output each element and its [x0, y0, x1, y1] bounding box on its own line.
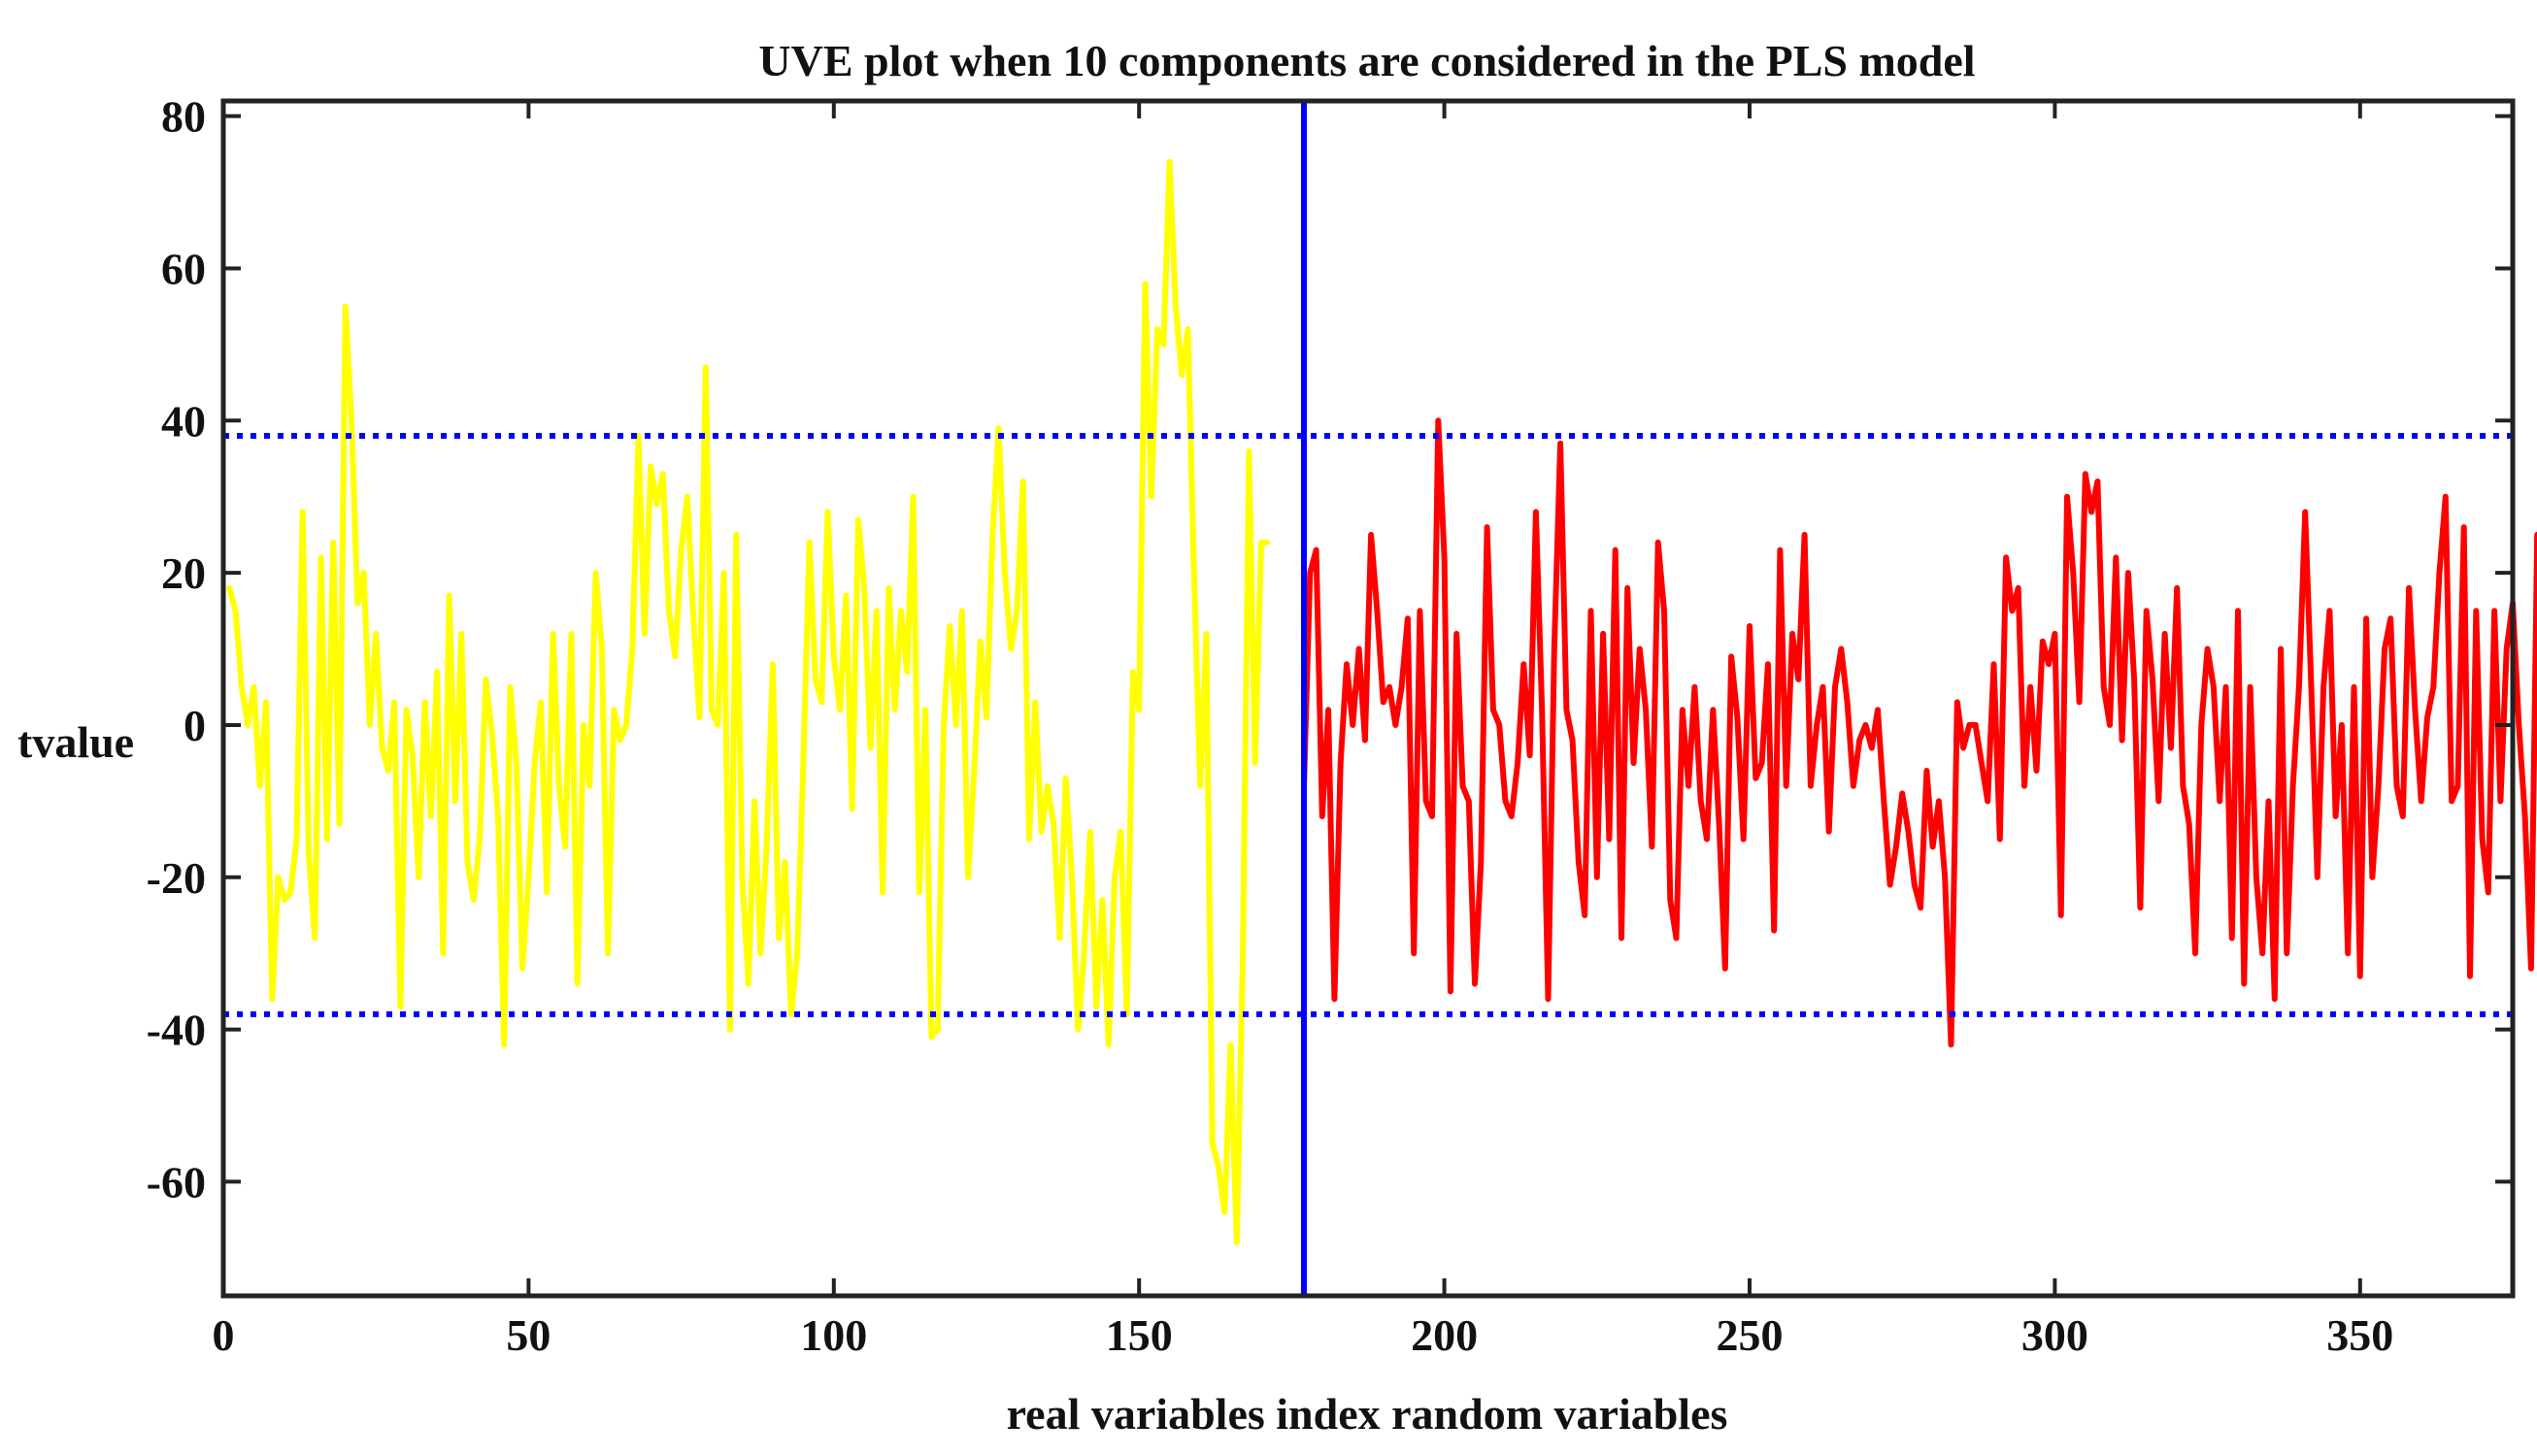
axes-frame	[220, 98, 2516, 1299]
x-tick-label: 350	[2326, 1310, 2393, 1360]
x-tick-label: 250	[1717, 1310, 1784, 1360]
y-axis-label: tvalue	[17, 717, 134, 767]
y-tick-label: 40	[161, 396, 206, 446]
random-variables-line	[1301, 417, 2537, 1048]
real-variables-line	[226, 158, 1271, 1246]
y-tick-label: 60	[161, 244, 206, 293]
x-tick-label: 300	[2021, 1310, 2088, 1360]
y-tick-label: 80	[161, 92, 206, 142]
x-tick-label: 50	[506, 1310, 551, 1360]
x-tick-label: 100	[800, 1310, 867, 1360]
x-tick-label: 150	[1106, 1310, 1173, 1360]
y-tick-label: -20	[147, 853, 206, 903]
y-tick-label: -40	[147, 1006, 206, 1055]
x-tick-label: 0	[213, 1310, 235, 1360]
x-axis-label: real variables index random variables	[1007, 1389, 1728, 1439]
y-tick-label: -60	[147, 1157, 206, 1207]
x-tick-label: 200	[1411, 1310, 1478, 1360]
chart-title: UVE plot when 10 components are consider…	[758, 36, 1975, 85]
y-tick-label: 20	[161, 548, 206, 598]
y-tick-label: 0	[184, 701, 206, 750]
plot-area	[220, 98, 2537, 1299]
